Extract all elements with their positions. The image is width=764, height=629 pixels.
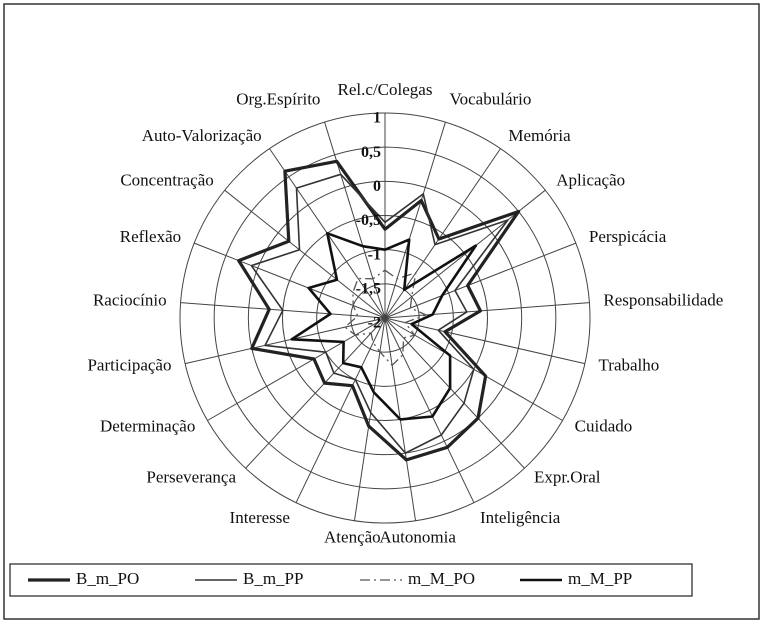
spoke [245,317,386,469]
category-label: Autonomia [379,527,456,546]
category-label: Atenção [324,527,381,546]
spoke [185,317,386,365]
spoke [384,317,475,503]
frame [3,3,760,620]
category-label: Responsabilidade [603,291,723,310]
category-label: Cuidado [575,416,633,435]
category-label: Org.Espírito [236,90,320,109]
legend-label: m_M_PO [408,569,475,588]
category-label: Raciocínio [93,291,167,310]
category-label: Reflexão [120,227,181,246]
category-label: Inteligência [480,508,561,527]
series-line [237,159,521,462]
radial-tick-label: -2 [368,315,381,332]
category-label: Auto-Valorização [142,126,262,145]
spoke [384,242,577,319]
category-label: Perspicácia [589,227,667,246]
category-label: Participação [87,356,171,375]
category-label: Rel.c/Colegas [338,80,433,99]
category-label: Interesse [230,508,290,527]
category-label: Aplicação [556,170,625,189]
spoke [207,317,386,421]
category-label: Vocabulário [450,90,532,109]
legend-label: B_m_PP [243,569,303,588]
category-label: Perseverança [146,467,236,486]
spoke [224,189,386,319]
series-line [250,173,509,454]
radial-tick-label: 1 [373,110,381,127]
radial-tick-label: 0 [373,178,381,195]
legend-label: m_M_PP [568,569,632,588]
spoke [324,121,386,319]
legend-box [9,563,693,597]
legend-label: B_m_PO [76,569,139,588]
radial-tick-label: -0,5 [356,212,381,229]
category-label: Concentração [120,170,213,189]
series-line [290,232,478,421]
spoke [384,317,585,365]
radial-tick-label: 0,5 [361,144,381,161]
spoke [295,317,386,503]
category-label: Determinação [100,416,195,435]
radial-tick-label: -1 [368,246,381,263]
category-label: Expr.Oral [534,467,601,486]
category-label: Memória [508,126,571,145]
spoke [384,317,525,469]
category-label: Trabalho [599,356,660,375]
series-line [344,269,427,366]
spoke [384,121,446,319]
radial-tick-label: -1,5 [356,281,381,298]
spoke [384,302,590,319]
